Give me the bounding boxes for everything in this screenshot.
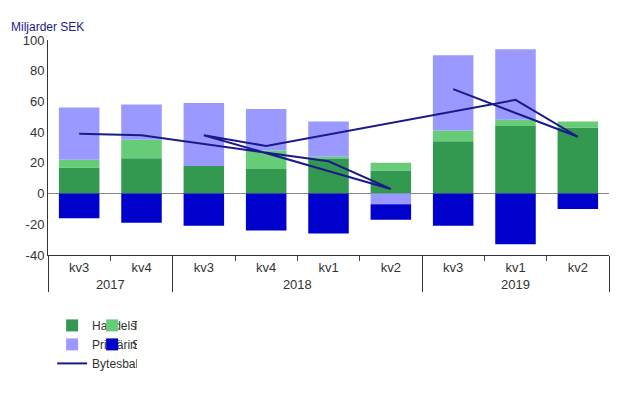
svg-text:2017: 2017	[96, 277, 125, 292]
svg-text:Miljarder SEK: Miljarder SEK	[11, 20, 84, 34]
svg-text:kv3: kv3	[443, 260, 463, 275]
svg-text:60: 60	[30, 94, 44, 109]
svg-text:40: 40	[30, 125, 44, 140]
svg-text:Bytesbalans: Bytesbalans	[92, 357, 137, 371]
svg-text:-40: -40	[26, 248, 45, 263]
svg-text:kv4: kv4	[131, 260, 151, 275]
svg-text:Sekundärinkomster: Sekundärinkomster	[132, 338, 137, 352]
svg-text:kv1: kv1	[505, 260, 525, 275]
svg-text:-20: -20	[26, 217, 45, 232]
svg-text:0: 0	[37, 186, 44, 201]
svg-text:kv2: kv2	[381, 260, 401, 275]
svg-text:kv4: kv4	[256, 260, 276, 275]
svg-text:kv3: kv3	[194, 260, 214, 275]
svg-text:kv3: kv3	[69, 260, 89, 275]
svg-text:80: 80	[30, 63, 44, 78]
svg-text:100: 100	[23, 33, 45, 48]
svg-text:Handelsbalans: Handelsbalans	[92, 319, 137, 333]
svg-text:Tjänstebalans: Tjänstebalans	[132, 319, 137, 333]
svg-text:2018: 2018	[283, 277, 312, 292]
svg-text:kv1: kv1	[318, 260, 338, 275]
svg-text:kv2: kv2	[568, 260, 588, 275]
svg-text:20: 20	[30, 155, 44, 170]
svg-text:Primärinkomster: Primärinkomster	[92, 338, 137, 352]
svg-text:2019: 2019	[501, 277, 530, 292]
